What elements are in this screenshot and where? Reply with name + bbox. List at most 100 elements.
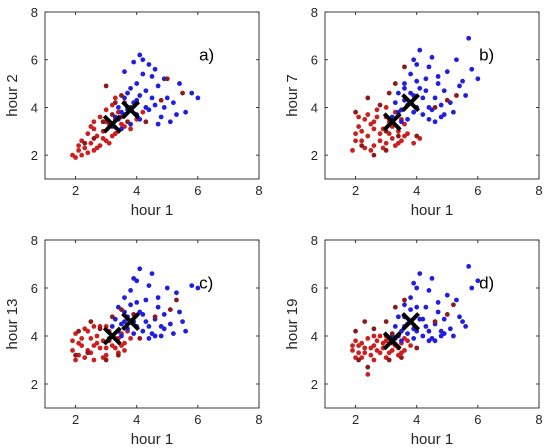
data-point	[122, 295, 127, 300]
data-point	[423, 76, 429, 82]
data-point	[371, 143, 377, 149]
data-point	[395, 133, 401, 139]
data-point	[152, 314, 158, 320]
data-point	[402, 297, 407, 303]
data-point	[112, 95, 118, 101]
data-point	[402, 64, 407, 70]
data-point	[463, 93, 469, 98]
data-point	[392, 143, 398, 149]
data-point	[158, 333, 164, 339]
data-point	[451, 109, 456, 115]
data-point	[383, 140, 389, 146]
data-point	[420, 316, 426, 322]
data-point	[137, 336, 143, 341]
data-point	[158, 97, 164, 103]
y-axis-label: hour 13	[4, 299, 21, 350]
data-point	[386, 90, 392, 96]
y-tick-label: 8	[311, 233, 318, 248]
data-point	[371, 152, 377, 158]
data-point	[405, 338, 410, 344]
data-point	[353, 338, 358, 344]
data-point	[377, 138, 383, 144]
panel-tag: b)	[479, 45, 494, 64]
data-point	[91, 119, 97, 125]
data-point	[350, 343, 355, 348]
scatter-panel-1: 2 4 6 8 2 4 6 8 hour 1 hour 2 a)	[4, 5, 263, 219]
data-point	[432, 319, 438, 324]
data-point	[402, 85, 407, 91]
data-point	[441, 112, 447, 117]
data-point	[103, 357, 109, 363]
data-point	[371, 119, 377, 125]
data-point	[356, 114, 362, 120]
data-point	[143, 319, 149, 324]
data-point	[395, 90, 401, 96]
data-point	[109, 314, 115, 320]
data-point	[457, 314, 462, 320]
data-point	[97, 345, 103, 351]
x-axis-label: hour 1	[411, 202, 454, 219]
data-point	[444, 312, 450, 317]
data-point	[414, 345, 420, 351]
data-point	[475, 76, 481, 82]
data-point	[76, 328, 82, 334]
data-point	[408, 295, 413, 300]
y-tick-label: 8	[31, 5, 38, 20]
data-point	[432, 119, 438, 125]
data-point	[167, 119, 173, 125]
data-point	[460, 78, 465, 84]
data-point	[115, 105, 121, 110]
data-point	[155, 83, 161, 89]
data-point	[417, 85, 423, 91]
data-point	[91, 136, 97, 141]
data-point	[73, 357, 78, 363]
x-tick-label: 8	[535, 183, 542, 198]
data-point	[143, 297, 149, 303]
data-point	[417, 271, 423, 276]
data-point	[365, 112, 371, 117]
scatter-panel-3: 2 4 6 8 2 4 6 8 hour 1 hour 13 c)	[4, 233, 263, 448]
data-point	[414, 285, 420, 291]
y-tick-label: 4	[311, 100, 318, 115]
data-point	[149, 271, 155, 276]
data-point	[195, 95, 201, 101]
data-point	[438, 328, 444, 334]
data-point	[411, 109, 417, 115]
data-point	[423, 324, 429, 329]
data-point	[134, 300, 140, 305]
data-point	[180, 319, 185, 324]
data-point	[377, 102, 383, 108]
data-point	[146, 336, 152, 341]
x-tick-label: 2	[72, 412, 79, 427]
data-point	[435, 74, 441, 79]
data-point	[119, 93, 124, 98]
data-point	[454, 93, 459, 98]
data-point	[389, 348, 395, 353]
data-point	[447, 326, 453, 332]
data-point	[125, 119, 130, 125]
data-point	[119, 333, 124, 339]
centroid-marker	[102, 114, 122, 134]
data-point	[183, 328, 189, 334]
panel-tag: a)	[199, 45, 214, 64]
data-point	[146, 62, 152, 67]
data-point	[85, 328, 91, 334]
x-tick-label: 8	[255, 183, 262, 198]
data-point	[76, 143, 82, 149]
data-point	[429, 54, 435, 60]
data-point	[112, 345, 118, 351]
data-point	[457, 83, 462, 89]
data-point	[174, 112, 179, 117]
y-tick-label: 6	[311, 281, 318, 296]
plot-area	[70, 266, 201, 363]
data-point	[164, 76, 170, 82]
data-point	[432, 95, 438, 101]
x-tick-label: 2	[352, 183, 359, 198]
data-point	[88, 124, 94, 129]
y-axis-label: hour 7	[284, 74, 301, 117]
data-point	[94, 145, 100, 151]
centroid-marker	[382, 112, 402, 132]
panel-tag: d)	[479, 274, 494, 293]
x-tick-label: 6	[474, 183, 481, 198]
data-point	[383, 105, 389, 110]
